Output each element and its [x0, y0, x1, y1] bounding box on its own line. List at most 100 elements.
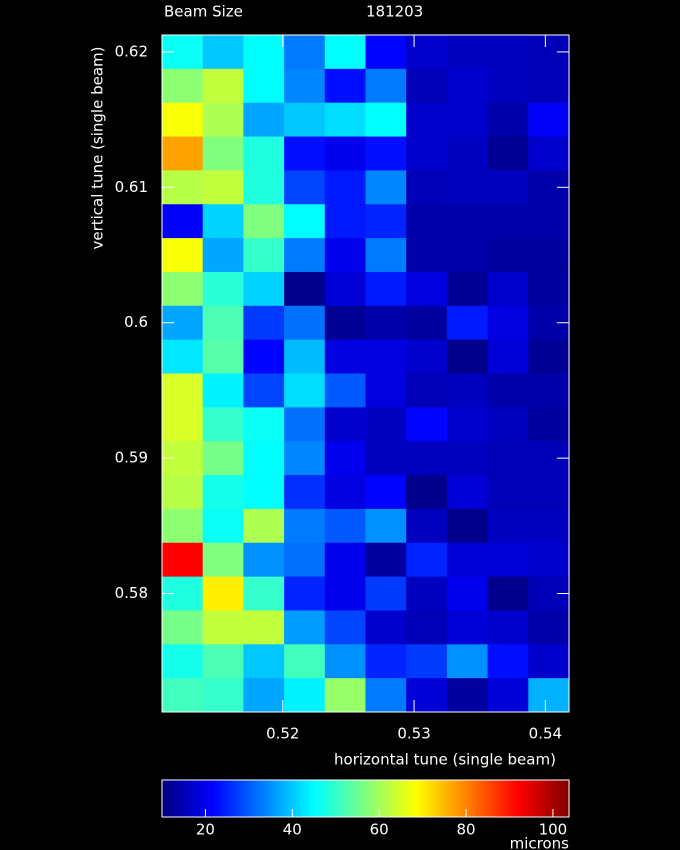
- colorbar-segment: [556, 780, 560, 817]
- heatmap-cell: [406, 305, 448, 341]
- colorbar-segment: [208, 780, 212, 817]
- colorbar-segment: [440, 780, 444, 817]
- heatmap-cell: [284, 170, 326, 205]
- colorbar-segment: [168, 780, 171, 817]
- colorbar-segment: [174, 780, 177, 817]
- heatmap-cell: [446, 68, 489, 104]
- colorbar-segment: [473, 780, 476, 817]
- colorbar-segment: [351, 780, 354, 817]
- colorbar-segment: [436, 780, 440, 817]
- colorbar-segment: [247, 780, 251, 817]
- colorbar-segment: [204, 780, 208, 817]
- heatmap-cell: [202, 475, 244, 510]
- heatmap-cell: [324, 136, 366, 171]
- heatmap-cell: [365, 508, 407, 544]
- heatmap-cell: [446, 170, 489, 205]
- colorbar-segment: [520, 780, 523, 817]
- heatmap-cell: [406, 170, 448, 205]
- colorbar-segment: [371, 780, 375, 817]
- heatmap-cell: [243, 678, 285, 713]
- colorbar-segment: [294, 780, 297, 817]
- heatmap-cell: [406, 102, 448, 138]
- heatmap-cell: [243, 441, 285, 476]
- colorbar-segment: [516, 780, 519, 817]
- heatmap-cell: [202, 441, 244, 476]
- heatmap-cell: [284, 678, 326, 713]
- colorbar-segment: [564, 780, 568, 817]
- heatmap-cell: [162, 610, 204, 645]
- colorbar-segment: [347, 780, 350, 817]
- colorbar-segment: [286, 780, 289, 817]
- colorbar-segment: [469, 780, 472, 817]
- colorbar-segment: [391, 780, 395, 817]
- heatmap-cell: [365, 339, 407, 374]
- heatmap-cell: [487, 373, 529, 408]
- heatmap-cell: [446, 407, 489, 442]
- heatmap-cell: [528, 339, 570, 374]
- colorbar-segment: [483, 780, 487, 817]
- colorbar-segment: [540, 780, 544, 817]
- colorbar-segment: [528, 780, 531, 817]
- heatmap-cell: [243, 508, 285, 544]
- colorbar-segment: [206, 780, 210, 817]
- heatmap-cell: [162, 68, 204, 104]
- colorbar-segment: [471, 780, 474, 817]
- colorbar-segment: [166, 780, 169, 817]
- colorbar-segment: [495, 780, 499, 817]
- heatmap-cell: [324, 542, 366, 578]
- heatmap-cell: [446, 610, 489, 645]
- colorbar-segment: [526, 780, 529, 817]
- heatmap-cell: [365, 271, 407, 307]
- heatmap-cell: [243, 339, 285, 374]
- colorbar-segment: [509, 780, 513, 817]
- heatmap-cell: [162, 373, 204, 408]
- colorbar-segment: [290, 780, 293, 817]
- colorbar-segment: [172, 780, 175, 817]
- heatmap-cell: [446, 238, 489, 273]
- colorbar-segment: [359, 780, 363, 817]
- colorbar-segment: [265, 780, 269, 817]
- heatmap-cell: [446, 475, 489, 510]
- colorbar-segment: [190, 780, 194, 817]
- heatmap-cell: [324, 339, 366, 374]
- colorbar-segment: [170, 780, 173, 817]
- heatmap-cell: [487, 678, 529, 713]
- colorbar-segment: [389, 780, 393, 817]
- colorbar-segment: [339, 780, 342, 817]
- colorbar-segment: [481, 780, 485, 817]
- heatmap-cell: [487, 508, 529, 544]
- colorbar-segment: [448, 780, 452, 817]
- colorbar-segment: [316, 780, 320, 817]
- heatmap-cell: [162, 136, 204, 171]
- heatmap-cell: [446, 204, 489, 239]
- colorbar-segment: [178, 780, 181, 817]
- colorbar-segment: [422, 780, 426, 817]
- heatmap-cell: [243, 610, 285, 645]
- colorbar-segment: [223, 780, 226, 817]
- colorbar-segment: [300, 780, 304, 817]
- colorbar-segment: [479, 780, 483, 817]
- colorbar-segment: [302, 780, 306, 817]
- colorbar-segment: [314, 780, 318, 817]
- colorbar-segment: [162, 780, 165, 817]
- colorbar-segment: [446, 780, 450, 817]
- colorbar-segment: [408, 780, 411, 817]
- heatmap-cell: [243, 204, 285, 239]
- colorbar-segment: [442, 780, 446, 817]
- colorbar-segment: [532, 780, 536, 817]
- colorbar-segment: [271, 780, 275, 817]
- colorbar-segment: [241, 780, 244, 817]
- colorbar-segment: [459, 780, 462, 817]
- heatmap-cell: [406, 68, 448, 104]
- heatmap-cell: [406, 644, 448, 679]
- colorbar-segment: [434, 780, 438, 817]
- colorbar-segment: [375, 780, 379, 817]
- colorbar-segment: [164, 780, 167, 817]
- colorbar-label: microns: [510, 835, 570, 850]
- heatmap-cell: [324, 170, 366, 205]
- colorbar-segment: [450, 780, 454, 817]
- heatmap-cell: [284, 644, 326, 679]
- heatmap-cell: [324, 407, 366, 442]
- heatmap-cell: [324, 644, 366, 679]
- heatmap-cell: [528, 508, 570, 544]
